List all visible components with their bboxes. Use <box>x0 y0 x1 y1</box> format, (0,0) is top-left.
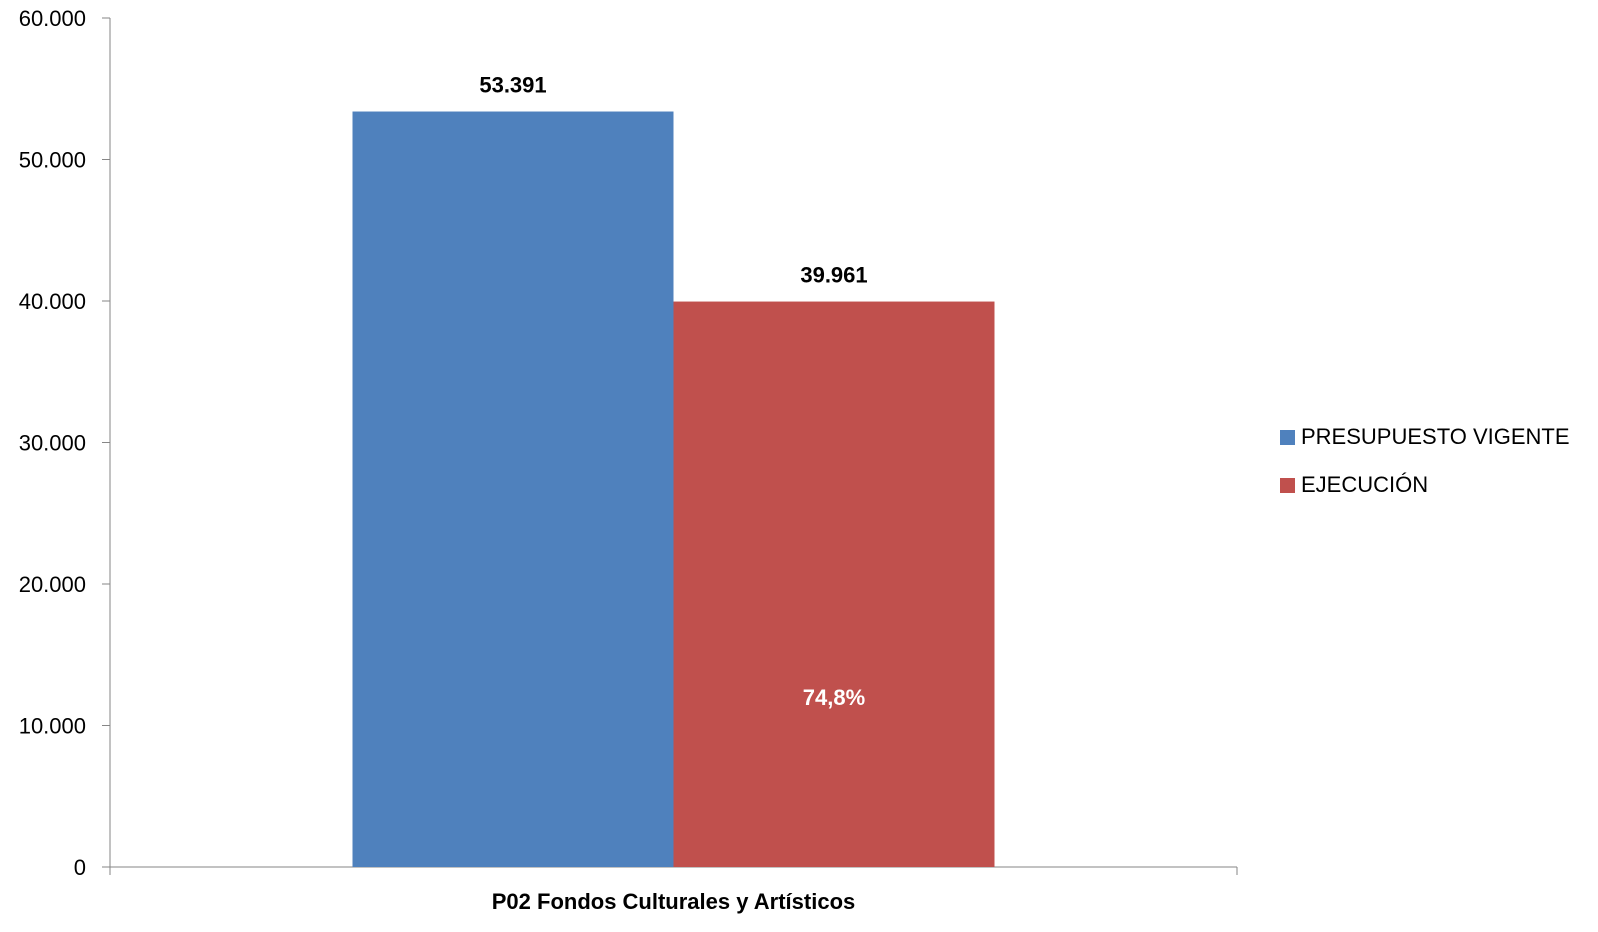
legend-item: PRESUPUESTO VIGENTE <box>1280 424 1570 450</box>
percent-label: 74,8% <box>803 685 865 710</box>
legend: PRESUPUESTO VIGENTE EJECUCIÓN <box>1280 424 1570 520</box>
label-group: 53.391 39.961 74,8% P02 Fondos Culturales y… <box>479 73 867 914</box>
legend-swatch <box>1280 429 1295 445</box>
legend-swatch <box>1280 477 1295 493</box>
chart-axes: 0 10.000 20.000 30.000 40.000 50.000 60.000 <box>19 6 1238 880</box>
y-tick-label: 10.000 <box>19 714 86 739</box>
data-label: 53.391 <box>479 73 546 98</box>
y-tick-label: 20.000 <box>19 572 86 597</box>
legend-label: PRESUPUESTO VIGENTE <box>1301 424 1570 449</box>
y-tick-label: 40.000 <box>19 289 86 314</box>
y-tick-label: 50.000 <box>19 148 86 173</box>
y-tick-label: 30.000 <box>19 431 86 456</box>
y-tick-label: 60.000 <box>19 6 86 31</box>
bar-ejecucion <box>673 301 995 867</box>
bar-group <box>352 111 995 868</box>
y-tick-label: 0 <box>74 855 86 880</box>
legend-item: EJECUCIÓN <box>1280 472 1570 498</box>
bar-presupuesto-vigente <box>352 111 674 868</box>
legend-label: EJECUCIÓN <box>1301 472 1429 497</box>
data-label: 39.961 <box>800 263 867 288</box>
x-category-label: P02 Fondos Culturales y Artísticos <box>492 889 856 914</box>
